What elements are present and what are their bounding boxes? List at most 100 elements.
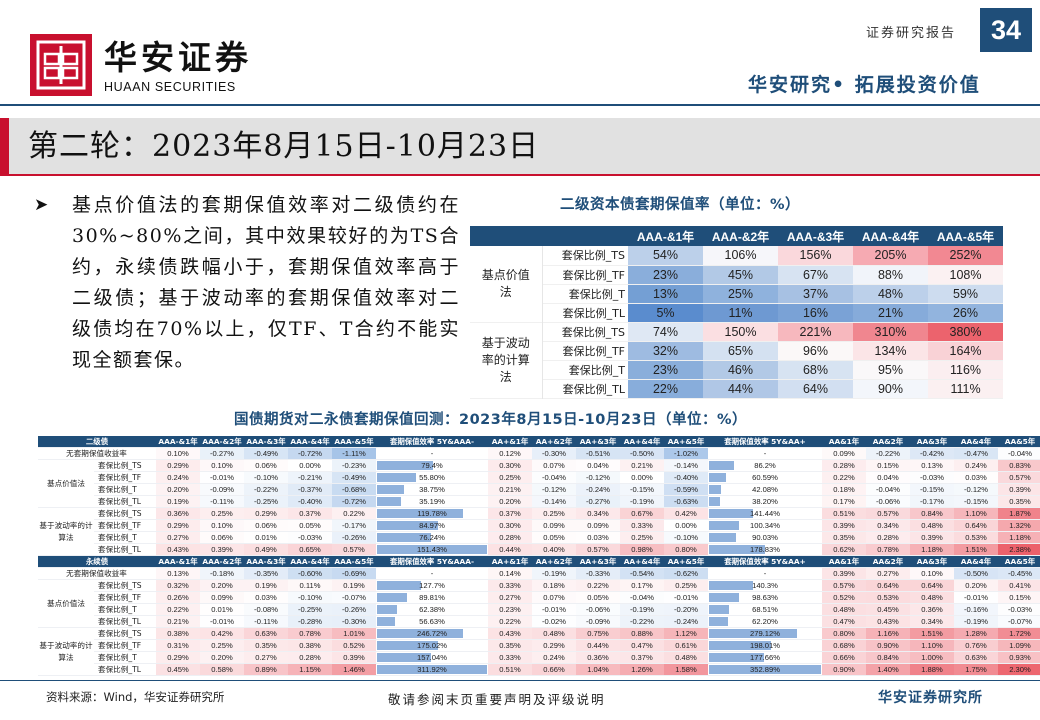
table2-cell: 0.39%	[332, 651, 376, 664]
table2-efficiency-cell: 60.59%	[708, 472, 822, 484]
table2-cell: -0.01%	[532, 603, 576, 616]
table1-cell: 37%	[778, 284, 853, 303]
table2-cell: -0.08%	[244, 603, 288, 616]
efficiency-value: 198.01%	[750, 641, 780, 651]
efficiency-value: 279.12%	[750, 629, 780, 639]
efficiency-value: 141.44%	[750, 509, 780, 519]
table2-col-header: AA&2年	[866, 436, 910, 448]
efficiency-bar	[709, 641, 771, 651]
table2-cell: 0.52%	[332, 639, 376, 652]
table2-cell: 0.03%	[576, 531, 620, 544]
table2-cell: -0.69%	[332, 567, 376, 580]
table2-cell: 0.93%	[998, 651, 1040, 664]
table2-col-header: AA&4年	[954, 555, 998, 568]
efficiency-bar	[377, 665, 487, 675]
table2-col-header: AA&2年	[866, 555, 910, 568]
table2-cell: 0.76%	[954, 639, 998, 652]
table2-cell: 0.25%	[488, 471, 532, 484]
table2-cell: 0.09%	[576, 519, 620, 532]
efficiency-bar	[377, 521, 438, 531]
table2-col-header: AAA-&4年	[288, 555, 332, 568]
table2-cell: -0.10%	[288, 591, 332, 604]
table2-efficiency-cell: 89.81%	[376, 592, 488, 604]
table2-efficiency-cell: 198.01%	[708, 640, 822, 652]
table1-cell: 11%	[703, 303, 778, 322]
table2-col-header: AAA-&4年	[288, 436, 332, 448]
table2-efficiency-cell: 157.04%	[376, 652, 488, 664]
table2-cell: 0.42%	[664, 507, 708, 520]
table2-header-row: 永续债 AAA-&1年 AAA-&2年 AAA-&3年 AAA-&4年 AAA-&5年 套期…	[38, 555, 1040, 568]
table2-cell: 0.09%	[532, 519, 576, 532]
table2-cell: 0.01%	[200, 603, 244, 616]
table2-cell: 1.51%	[910, 627, 954, 640]
table2-cell: -0.25%	[288, 603, 332, 616]
table2-cell: 0.88%	[620, 627, 664, 640]
table2-efficiency-cell: 178.83%	[708, 544, 822, 556]
table2-cell: 0.20%	[200, 651, 244, 664]
table2-cell: 1.87%	[998, 507, 1040, 520]
table2-cell: 0.22%	[576, 579, 620, 592]
table2-cell: -0.06%	[576, 603, 620, 616]
efficiency-value: 38.20%	[752, 497, 778, 507]
table2-row: 套保比例_TF 0.24% -0.01% -0.10% -0.21% -0.49% 55.8…	[38, 471, 1040, 484]
table2-cell: -0.04%	[620, 591, 664, 604]
table2-cell: -0.14%	[664, 459, 708, 472]
table2-cell: -0.27%	[200, 447, 244, 460]
table2-cell: 0.18%	[822, 483, 866, 496]
table2-cell: 0.29%	[532, 639, 576, 652]
table2-efficiency-cell: 151.43%	[376, 544, 488, 556]
efficiency-bar	[709, 461, 735, 471]
table2-cell: 0.48%	[910, 591, 954, 604]
table2-cell: 0.51%	[822, 507, 866, 520]
table1-cell: 54%	[628, 246, 703, 265]
efficiency-bar	[377, 653, 431, 663]
table1-cell: 16%	[778, 303, 853, 322]
table2-col-header: AA+&3年	[576, 555, 620, 568]
efficiency-bar	[709, 653, 764, 663]
table2-cell: -0.26%	[332, 531, 376, 544]
table2-col-header: AA+&1年	[488, 436, 532, 448]
table2-efficiency-cell: 246.72%	[376, 628, 488, 640]
table1-cell: 64%	[778, 379, 853, 398]
table2-col-header: AAA-&1年	[156, 555, 200, 568]
efficiency-value: 151.43%	[417, 545, 447, 555]
table2-cell: 1.58%	[664, 663, 708, 676]
table2-cell: 0.48%	[664, 651, 708, 664]
table1-col-header: AAA-&3年	[778, 226, 853, 246]
table2-cell: 0.43%	[488, 627, 532, 640]
table2-cell: -0.40%	[288, 495, 332, 508]
table2-col-header: AAA-&3年	[244, 436, 288, 448]
table2-cell: -0.18%	[200, 567, 244, 580]
table2-cell: 0.35%	[998, 495, 1040, 508]
table2-cell: 0.34%	[576, 507, 620, 520]
table2-cell: 0.21%	[620, 459, 664, 472]
table2-cell: 0.48%	[532, 627, 576, 640]
table1-row: 套保比例_TF 32% 65% 96% 134% 164%	[470, 341, 1003, 360]
table2-cell: -0.10%	[664, 531, 708, 544]
table1-cell: 48%	[853, 284, 928, 303]
table2-cell: 0.57%	[822, 579, 866, 592]
efficiency-bar	[377, 605, 398, 615]
table2-row: 基点价值法 套保比例_TS 0.29% 0.10% 0.06% 0.00% -0.23% 79…	[38, 459, 1040, 508]
table1-row: 基于波动率的计算法 套保比例_TS 74% 150% 221% 310% 380%	[470, 322, 1003, 398]
table2-cell: 0.04%	[866, 471, 910, 484]
table2-cell: 0.14%	[488, 567, 532, 580]
efficiency-value: 98.63%	[752, 593, 778, 603]
table2-cell: -0.47%	[954, 447, 998, 460]
efficiency-value: 119.78%	[417, 509, 447, 519]
footer-org: 华安证券研究所	[878, 690, 983, 706]
table2-cell: 1.32%	[998, 519, 1040, 532]
table2-cell: -0.02%	[532, 615, 576, 628]
efficiency-bar	[377, 509, 464, 519]
table2-cell: 0.53%	[954, 531, 998, 544]
table1-cell: 21%	[853, 303, 928, 322]
table2-row-label: 套保比例_TL	[94, 495, 156, 508]
table2-cell: 0.10%	[910, 567, 954, 580]
table2-cell: 0.15%	[866, 459, 910, 472]
table2-row: 套保比例_T 0.27% 0.06% 0.01% -0.03% -0.26% 76.24% 0…	[38, 531, 1040, 544]
table2-row: 套保比例_TL 0.21% -0.01% -0.11% -0.28% -0.30% 56.6…	[38, 615, 1040, 628]
table1-row-label: 套保比例_TL	[542, 379, 628, 398]
table2-row-label: 套保比例_TS	[94, 507, 156, 520]
table2-cell: 0.64%	[866, 579, 910, 592]
efficiency-value: 175.02%	[417, 641, 447, 651]
